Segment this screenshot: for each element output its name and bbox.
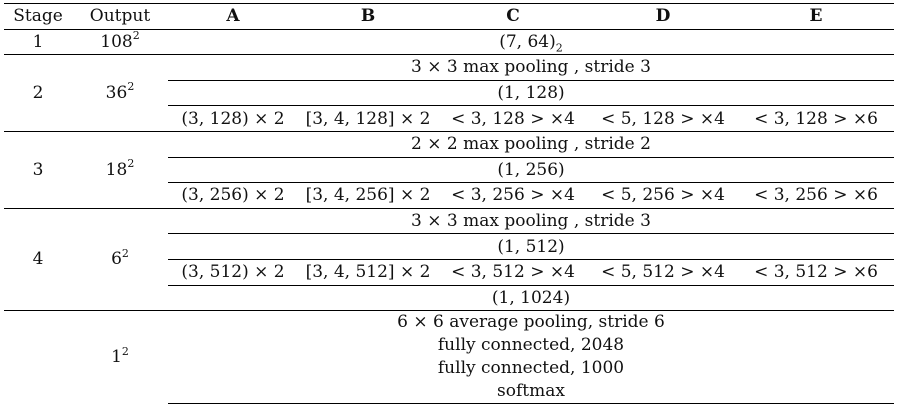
stage3-output-exp: 2 [127, 157, 135, 171]
stage4-final-conv-row: (1, 1024) [4, 285, 894, 311]
final-output-exp: 2 [121, 344, 129, 358]
stage3-pool: 2 × 2 max pooling , stride 2 [168, 130, 894, 158]
final-fc-2048: fully connected, 2048 [437, 335, 625, 356]
stage2-conv1x1-row: (1, 128) [4, 80, 894, 107]
stage4-pool: 3 × 3 max pooling , stride 3 [168, 207, 894, 235]
stage4-cell-d: < 5, 512 > ×4 [588, 259, 738, 286]
stage2-cell-d: < 5, 128 > ×4 [601, 108, 725, 129]
header-a: A [168, 3, 298, 30]
stage2-pool-row: 2 362 3 × 3 max pooling , stride 3 [4, 54, 894, 132]
header-output: Output [72, 3, 168, 30]
stage1-row: 1 1082 (7, 64)2 [4, 29, 894, 55]
final-row-1: 12 6 × 6 average pooling, stride 6 [4, 310, 894, 404]
stage4-cell-c: < 3, 512 > ×4 [438, 259, 588, 286]
stage3-output-base: 18 [105, 159, 128, 180]
final-row-3: fully connected, 1000 [4, 357, 894, 380]
final-output-base: 1 [111, 347, 122, 368]
header-c: C [438, 3, 588, 30]
stage1-conv-text: (7, 64) [499, 31, 556, 52]
stage1-conv: (7, 64)2 [168, 29, 894, 55]
final-avgpool: 6 × 6 average pooling, stride 6 [168, 310, 894, 335]
stage1-output: 1082 [72, 29, 168, 55]
stage2-output-base: 36 [105, 83, 128, 104]
stage4-cell-a: (3, 512) × 2 [168, 259, 298, 286]
stage3-cells-row: (3, 256) × 2 [3, 4, 256] × 2 < 3, 256 > … [4, 183, 894, 209]
stage4-cells-row: (3, 512) × 2 [3, 4, 512] × 2 < 3, 512 > … [4, 259, 894, 286]
stage3-cell-d: < 5, 256 > ×4 [601, 185, 725, 206]
stage2-cells-row: (3, 128) × 2 [3, 4, 128] × 2 < 3, 128 > … [4, 106, 894, 132]
stage4-pool-row: 4 62 3 × 3 max pooling , stride 3 [4, 207, 894, 311]
stage2-pool: 3 × 3 max pooling , stride 3 [168, 54, 894, 81]
stage4-cell-b: [3, 4, 512] × 2 [298, 259, 438, 286]
stage3-cell-a: (3, 256) × 2 [181, 185, 285, 206]
stage2-output-exp: 2 [127, 80, 135, 94]
stage2-cell-e: < 3, 128 > ×6 [754, 108, 878, 129]
stage3-label: 3 [4, 130, 72, 209]
header-row: Stage Output A B C D E [4, 3, 894, 30]
stage4-conv1x1-row: (1, 512) [4, 233, 894, 260]
header-e: E [738, 3, 894, 30]
stage4-label: 4 [4, 207, 72, 311]
stage3-conv1x1-row: (1, 256) [4, 157, 894, 184]
stage2-cell-a: (3, 128) × 2 [181, 108, 285, 129]
final-softmax: softmax [168, 380, 894, 405]
stage3-cell-e: < 3, 256 > ×6 [754, 185, 878, 206]
stage3-conv1x1: (1, 256) [168, 157, 894, 184]
stage4-conv-final: (1, 1024) [491, 287, 571, 308]
stage3-cell-b: [3, 4, 256] × 2 [305, 185, 431, 206]
final-output: 12 [72, 310, 168, 404]
stage2-output: 362 [72, 54, 168, 132]
stage4-output: 62 [72, 207, 168, 311]
header-d: D [588, 3, 738, 30]
stage3-output: 182 [72, 130, 168, 209]
header-b: B [298, 3, 438, 30]
stage1-output-base: 108 [100, 31, 133, 52]
header-stage: Stage [4, 3, 72, 30]
stage2-cell-b: [3, 4, 128] × 2 [305, 108, 431, 129]
stage3-cell-c: < 3, 256 > ×4 [451, 185, 575, 206]
stage1-label: 1 [32, 31, 44, 52]
stage4-output-exp: 2 [121, 246, 129, 260]
stage1-output-exp: 2 [132, 29, 140, 43]
architecture-table: Stage Output A B C D E 1 1082 (7, 64)2 2… [4, 3, 894, 405]
stage4-output-base: 6 [111, 249, 122, 270]
stage2-label: 2 [4, 54, 72, 132]
final-stage-empty [4, 310, 72, 404]
stage4-conv1x1: (1, 512) [168, 233, 894, 260]
stage1-conv-sub: 2 [555, 41, 563, 55]
stage2-cell-c: < 3, 128 > ×4 [451, 108, 575, 129]
final-row-2: fully connected, 2048 [4, 334, 894, 357]
stage3-pool-row: 3 182 2 × 2 max pooling , stride 2 [4, 130, 894, 209]
stage4-cell-e: < 3, 512 > ×6 [738, 259, 894, 286]
stage2-conv1x1: (1, 128) [168, 80, 894, 107]
final-fc-1000: fully connected, 1000 [437, 358, 625, 379]
final-row-4: softmax [4, 380, 894, 405]
